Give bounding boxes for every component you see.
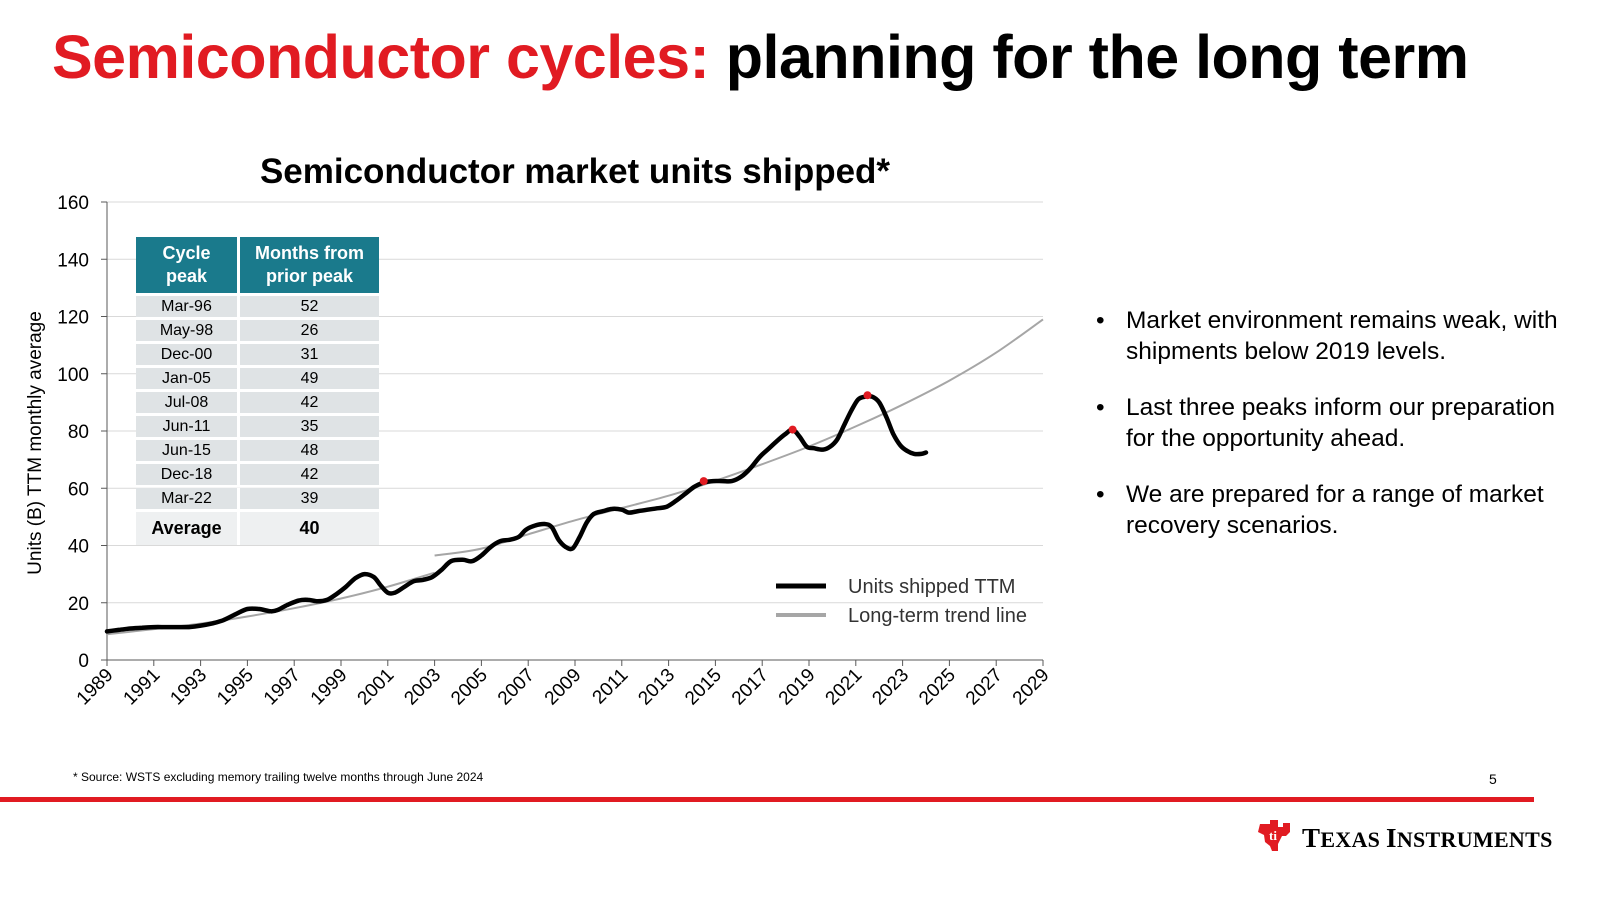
- slide-title-rest: planning for the long term: [725, 23, 1469, 91]
- logo-wordmark: TEXAS INSTRUMENTS: [1302, 823, 1553, 853]
- cycle-peak-table: Cycle peak Months from prior peak Mar-96…: [136, 234, 379, 548]
- cell-cycle-peak: Mar-96: [136, 296, 240, 317]
- x-tick-label: 2027: [962, 665, 1007, 710]
- units-shipped-series: [104, 393, 929, 634]
- cell-months: 31: [240, 344, 379, 365]
- y-tick-label: 140: [57, 250, 89, 271]
- cell-cycle-peak: May-98: [136, 320, 240, 341]
- table-row-average: Average 40: [136, 512, 379, 545]
- cell-months: 48: [240, 440, 379, 461]
- cell-months: 26: [240, 320, 379, 341]
- bullet-list: Market environment remains weak, with sh…: [1096, 305, 1576, 566]
- x-tick-label: 2015: [681, 665, 726, 710]
- y-tick-label: 80: [68, 422, 89, 443]
- x-tick-label: 2017: [728, 665, 773, 710]
- table-row: Jan-05 49: [136, 368, 379, 389]
- peak-markers: [699, 391, 872, 486]
- cell-cycle-peak: Jun-15: [136, 440, 240, 461]
- cell-cycle-peak: Dec-00: [136, 344, 240, 365]
- table-row: Jun-15 48: [136, 440, 379, 461]
- chart-legend: Units shipped TTM Long-term trend line: [776, 576, 1027, 627]
- x-tick-label: 1995: [213, 665, 258, 710]
- x-tick-label: 2003: [400, 665, 445, 710]
- table-row: Jul-08 42: [136, 392, 379, 413]
- y-axis-label: Units (B) TTM monthly average: [25, 311, 46, 575]
- chart-title: Semiconductor market units shipped*: [260, 152, 890, 191]
- cell-months: 42: [240, 392, 379, 413]
- x-tick-label: 2021: [822, 665, 867, 710]
- y-tick-label: 20: [68, 594, 89, 615]
- table-row: Dec-18 42: [136, 464, 379, 485]
- page-number: 5: [1489, 771, 1497, 787]
- x-tick-label: 2009: [541, 665, 586, 710]
- average-label: Average: [136, 512, 240, 545]
- average-value: 40: [240, 512, 379, 545]
- x-tick-label: 2025: [915, 665, 960, 710]
- source-footnote: * Source: WSTS excluding memory trailing…: [73, 770, 484, 784]
- x-tick-label: 1993: [166, 665, 211, 710]
- table-header-row: Cycle peak Months from prior peak: [136, 237, 379, 293]
- texas-instruments-logo: ti TEXAS INSTRUMENTS: [1256, 818, 1553, 859]
- peak-marker: [863, 391, 872, 400]
- table-row: Mar-96 52: [136, 296, 379, 317]
- x-tick-label: 1999: [307, 665, 352, 710]
- table-row: Dec-00 31: [136, 344, 379, 365]
- trend-line-segment: [434, 318, 1044, 557]
- table-row: May-98 26: [136, 320, 379, 341]
- bullet-item: Last three peaks inform our preparation …: [1096, 392, 1576, 454]
- slide-title-highlight: Semiconductor cycles:: [52, 23, 710, 91]
- y-tick-label: 120: [57, 308, 89, 329]
- y-tick-label: 40: [68, 537, 89, 558]
- cell-months: 52: [240, 296, 379, 317]
- cell-months: 49: [240, 368, 379, 389]
- y-tick-label: 0: [78, 651, 89, 672]
- x-tick-label: 2019: [775, 665, 820, 710]
- y-tick-label: 100: [57, 365, 89, 386]
- y-tick-label: 60: [68, 479, 89, 500]
- cell-months: 42: [240, 464, 379, 485]
- peak-marker: [788, 425, 797, 434]
- x-tick-label: 2001: [354, 665, 399, 710]
- x-tick-label: 2011: [589, 665, 633, 709]
- legend-label-trend: Long-term trend line: [848, 605, 1027, 627]
- bullet-item: We are prepared for a range of market re…: [1096, 479, 1576, 541]
- cell-months: 39: [240, 488, 379, 509]
- header-months-from-prior-peak: Months from prior peak: [240, 237, 379, 293]
- cell-cycle-peak: Jan-05: [136, 368, 240, 389]
- cell-cycle-peak: Mar-22: [136, 488, 240, 509]
- table-row: Jun-11 35: [136, 416, 379, 437]
- x-tick-label: 2013: [634, 665, 679, 710]
- footer-divider: [0, 797, 1534, 802]
- bullet-item: Market environment remains weak, with sh…: [1096, 305, 1576, 367]
- cell-cycle-peak: Dec-18: [136, 464, 240, 485]
- x-tick-label: 2029: [1009, 665, 1054, 710]
- slide-title: Semiconductor cycles: planning for the l…: [52, 22, 1469, 92]
- x-tick-label: 2007: [494, 665, 539, 710]
- x-tick-label: 1997: [260, 665, 305, 710]
- cell-months: 35: [240, 416, 379, 437]
- y-tick-label: 160: [57, 193, 89, 214]
- peak-marker: [699, 477, 708, 486]
- table-body: Mar-96 52 May-98 26 Dec-00 31 Jan-05 49 Jul-08 42…: [136, 296, 379, 545]
- x-tick-label: 1991: [120, 665, 165, 710]
- x-tick-label: 2023: [868, 665, 913, 710]
- texas-instruments-logo-icon: ti: [1256, 818, 1294, 859]
- legend-label-units: Units shipped TTM: [848, 576, 1015, 598]
- table-row: Mar-22 39: [136, 488, 379, 509]
- svg-text:ti: ti: [1269, 828, 1277, 843]
- x-tick-label: 2005: [447, 665, 492, 710]
- cell-cycle-peak: Jul-08: [136, 392, 240, 413]
- header-cycle-peak: Cycle peak: [136, 237, 240, 293]
- cell-cycle-peak: Jun-11: [136, 416, 240, 437]
- units-shipped-line: [104, 393, 929, 634]
